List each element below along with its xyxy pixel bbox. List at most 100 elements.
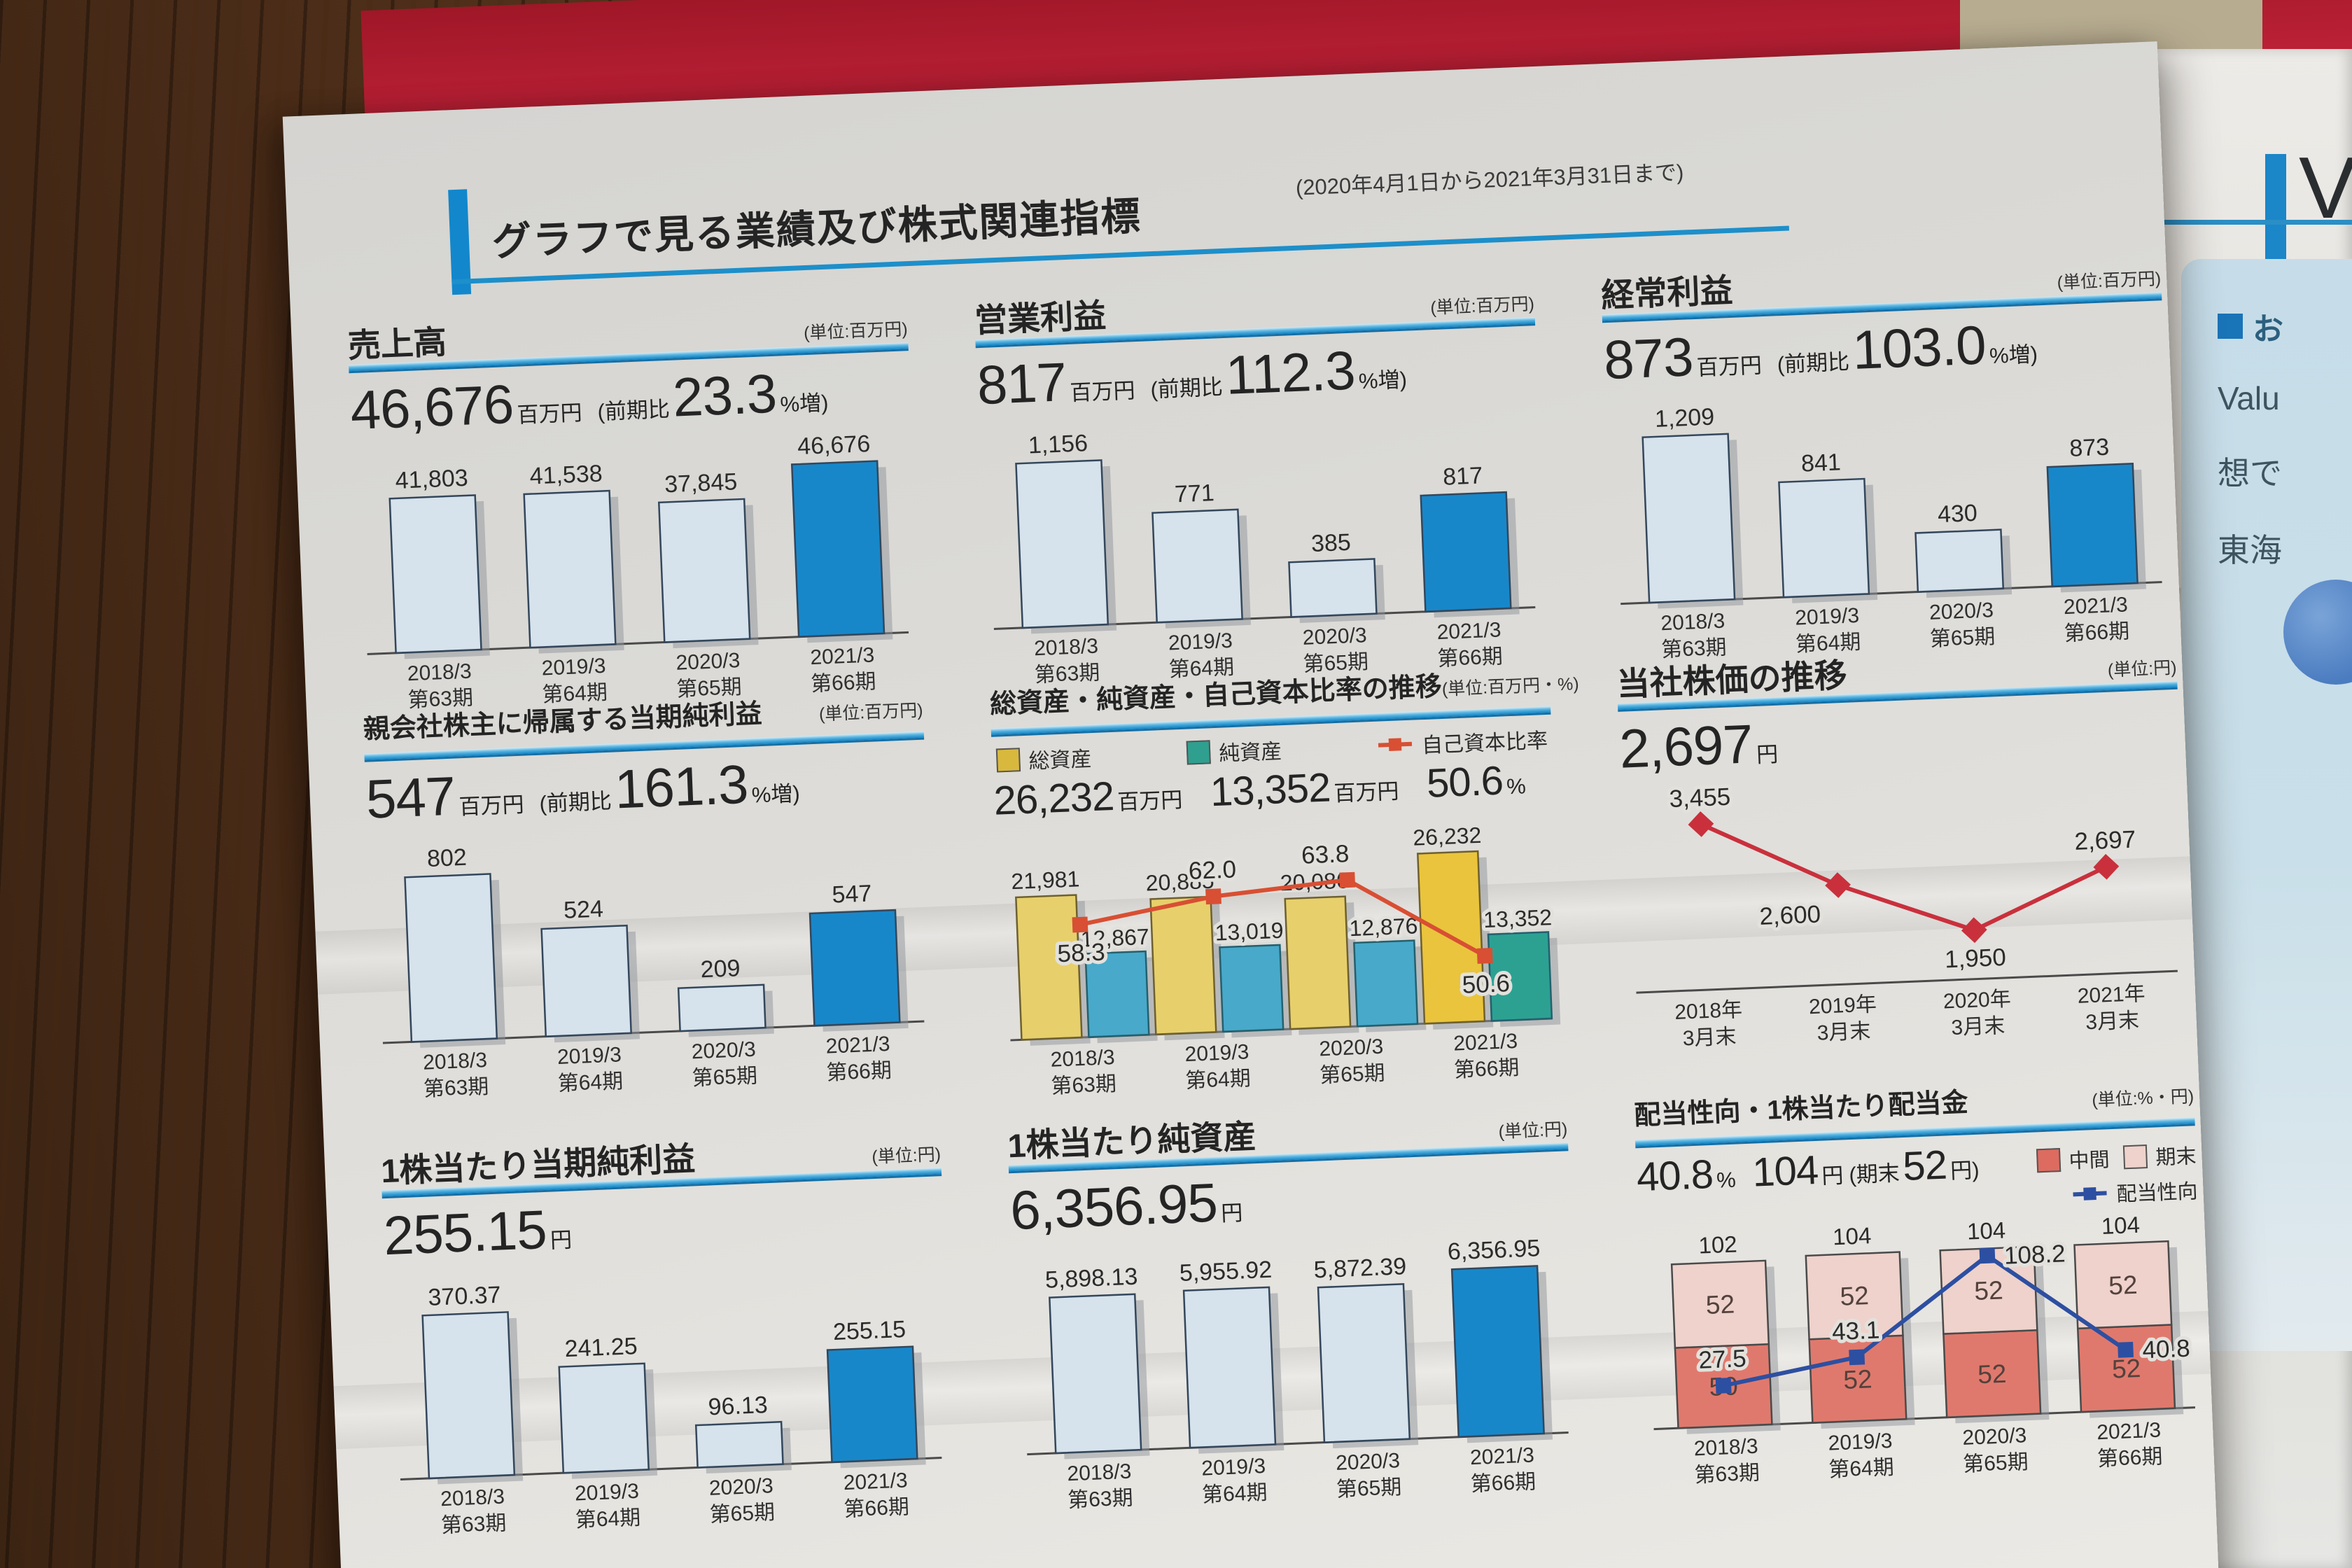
legend-line-icon <box>2073 1187 2107 1200</box>
tick-label: 第64期 <box>542 681 608 707</box>
tick-label: 第66期 <box>1453 1056 1520 1082</box>
info-box-line: 東海 <box>2218 532 2282 568</box>
tick-label: 3月末 <box>1951 1014 2005 1040</box>
value-label: 21,981 <box>1011 866 1080 894</box>
value-label: 841 <box>1800 449 1841 477</box>
value-label: 1,156 <box>1028 430 1088 458</box>
legend-marker <box>2083 1187 2096 1200</box>
tick-label: 第65期 <box>692 1065 758 1091</box>
point-label: 58.3 <box>1057 939 1106 968</box>
value-label: 41,538 <box>529 460 603 489</box>
chart-unit: (単位:円) <box>2107 657 2178 680</box>
bar <box>523 489 617 649</box>
tick-label: 第65期 <box>1336 1476 1402 1502</box>
info-box-line: Valu <box>2218 380 2280 416</box>
legend-swatch-icon <box>1186 740 1211 765</box>
bar <box>558 1362 650 1474</box>
tick-label: 第66期 <box>2064 620 2130 645</box>
tick-label: 2019/3 <box>1168 629 1233 655</box>
legend-item: 純資産 <box>1186 734 1282 768</box>
bar <box>826 1345 918 1464</box>
tick-label: 第64期 <box>575 1506 641 1532</box>
stat-value: 40.8 <box>1635 1151 1714 1200</box>
tick-label: 第64期 <box>1185 1067 1252 1093</box>
stat-value: %増) <box>1989 342 2038 369</box>
tick-label: 2020/3 <box>1336 1449 1401 1475</box>
tick-label: 第64期 <box>1828 1456 1895 1482</box>
bar <box>1914 528 2005 593</box>
stat-value: (前期比 <box>596 396 671 424</box>
tick-label: 2018年 <box>1674 998 1743 1024</box>
panel-bps: 1株当たり純資産 (単位:円) 6,356.95 円 2018/3 第63期 2019/… <box>1007 1096 1582 1519</box>
panel-net-sales: 売上高 (単位:百万円) 46,676 百万円 (前期比 23.3 %増) 2018/3 第… <box>346 296 922 719</box>
tick-label: 2020年 <box>1942 988 2011 1014</box>
tick-label: 3月末 <box>1682 1025 1737 1050</box>
stat-value: 23.3 <box>671 362 778 428</box>
tick-label: 第65期 <box>676 676 743 701</box>
tick-label: 第63期 <box>407 686 474 712</box>
bar <box>388 494 482 654</box>
tick-label: 第66期 <box>826 1059 892 1085</box>
tick-label: 第63期 <box>423 1075 489 1101</box>
bar <box>1778 477 1870 598</box>
tick-label: 2021/3 <box>810 643 875 669</box>
segment-label: 52 <box>1843 1364 1873 1394</box>
value-label: 12,867 <box>1080 924 1149 952</box>
legend-item: 期末 <box>2122 1140 2197 1172</box>
bar <box>1487 931 1553 1022</box>
tick-label: 第63期 <box>1051 1072 1117 1098</box>
segment-label: 52 <box>1974 1275 2004 1306</box>
tick-label: 第65期 <box>1929 625 1996 651</box>
bar <box>1420 491 1512 613</box>
stat-value: 26,232 <box>993 773 1115 824</box>
tick-label: 第66期 <box>844 1495 910 1521</box>
bar <box>1450 1265 1545 1438</box>
point-label: 3,455 <box>1669 783 1731 813</box>
bar <box>1288 558 1378 618</box>
stat-value: %増) <box>751 780 801 808</box>
stat-value: 13,352 <box>1209 764 1331 816</box>
value-label: 46,676 <box>797 430 870 460</box>
data-point-marker <box>1715 1378 1732 1394</box>
chart-title: 営業利益 <box>974 296 1107 340</box>
stat-value: 873 <box>1602 326 1694 391</box>
point-label: 50.6 <box>1462 969 1511 999</box>
chart-unit: (単位:百万円) <box>2057 269 2162 293</box>
chart-legend: 中間 期末 配当性向 <box>1961 1140 2198 1213</box>
data-point-marker <box>1339 872 1356 888</box>
value-label: 370.37 <box>428 1282 501 1311</box>
point-label: 40.8 <box>2142 1335 2191 1364</box>
point-label: 2,600 <box>1759 900 1821 930</box>
legend-item: 総資産 <box>995 741 1093 776</box>
chart-unit: (単位:%・円) <box>2091 1086 2194 1111</box>
chart-canvas: 2018年3月末2019年3月末2020年3月末2021年3月末3,4552,6… <box>1636 780 2178 1051</box>
bar <box>1219 944 1284 1033</box>
stat-value: 百万円 <box>1069 378 1136 405</box>
bar <box>1284 895 1352 1030</box>
data-point-marker <box>2093 853 2120 880</box>
tick-label: 2019/3 <box>1795 604 1860 630</box>
tick-label: 第64期 <box>1201 1481 1268 1507</box>
legend-item: 配当性向 <box>2071 1175 2199 1209</box>
data-point-marker <box>1961 917 1987 944</box>
bar <box>694 1420 784 1469</box>
bar-segment <box>2073 1240 2173 1330</box>
tick-label: 2018/3 <box>423 1049 488 1074</box>
tick-label: 2018/3 <box>440 1485 505 1511</box>
panel-eps: 1株当たり当期純利益 (単位:円) 255.15 円 2018/3 第63期 2019/… <box>380 1121 955 1544</box>
total-label: 102 <box>1698 1231 1738 1258</box>
value-label: 20,885 <box>1145 868 1214 896</box>
chart-title: 配当性向・1株当たり配当金 <box>1633 1088 1969 1131</box>
bar <box>790 460 886 638</box>
tick-label: 2018/3 <box>1067 1460 1132 1486</box>
chart-title: 売上高 <box>346 323 447 365</box>
chart-row-3: 1株当たり当期純利益 (単位:円) 255.15 円 2018/3 第63期 2019/… <box>380 1071 2209 1544</box>
page-subtitle: (2020年4月1日から2021年3月31日まで) <box>1295 160 1684 200</box>
tick-label: 2019/3 <box>574 1480 639 1506</box>
value-label: 5,898.13 <box>1044 1264 1138 1294</box>
stat-value: 円 <box>1756 741 1779 767</box>
value-label: 802 <box>426 844 467 872</box>
